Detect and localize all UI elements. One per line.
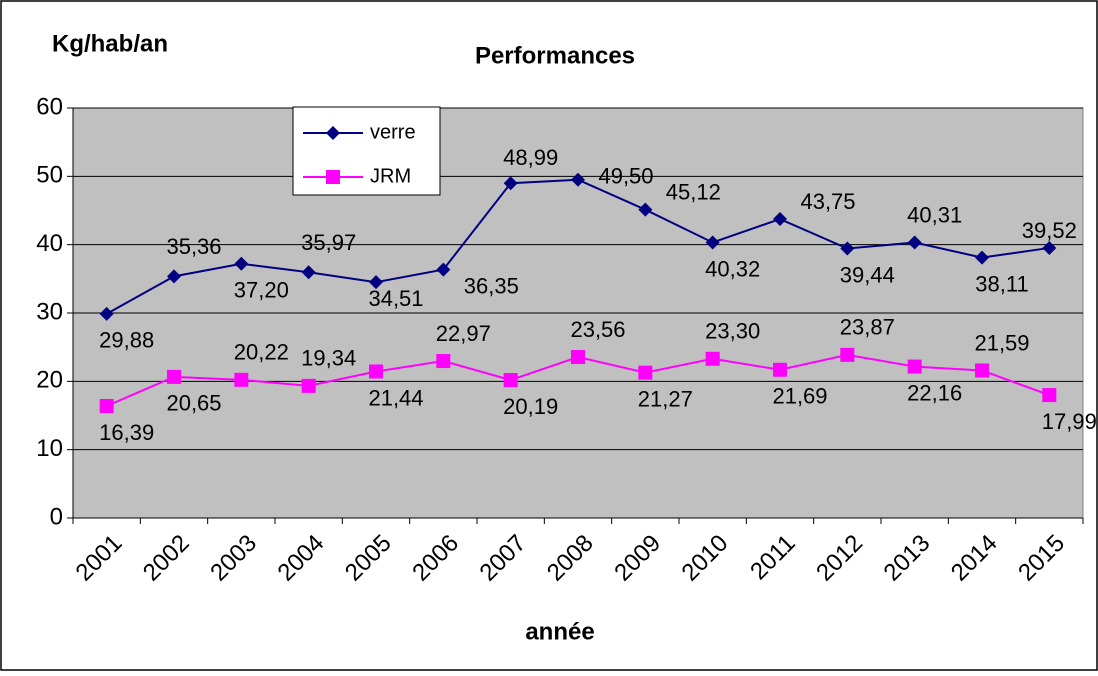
data-label: 39,52 [1022,218,1077,243]
marker [773,362,787,377]
marker [840,241,855,256]
marker [571,172,585,187]
marker [638,365,653,380]
y-axis-title: Kg/hab/an [52,30,168,57]
data-label: 22,16 [907,380,962,405]
marker [369,364,383,379]
data-label: 49,50 [598,164,653,189]
y-tick-label: 50 [36,162,63,189]
data-label: 39,44 [840,262,895,287]
data-label: 23,87 [840,315,895,340]
marker [840,347,855,362]
marker [99,306,114,321]
data-label: 37,20 [234,278,289,303]
data-label: 20,19 [503,394,558,419]
data-label: 35,36 [166,234,221,259]
data-label: 20,22 [234,340,289,365]
chart-title: Performances [475,42,635,69]
legend-label: JRM [370,165,411,187]
data-label: 43,75 [800,189,855,214]
data-label: 35,97 [301,230,356,255]
data-label: 34,51 [368,286,423,311]
marker [705,235,720,250]
marker [975,363,989,378]
data-label: 21,44 [368,385,423,410]
marker [571,350,585,365]
data-label: 21,27 [638,386,693,411]
data-label: 36,35 [464,273,519,298]
data-label: 16,39 [99,420,154,445]
marker [234,256,249,271]
marker [301,378,316,393]
data-label: 20,65 [166,391,221,416]
data-label: 23,30 [705,319,760,344]
y-tick-label: 60 [36,93,63,120]
marker [326,170,340,184]
marker [167,369,181,384]
marker [907,359,922,374]
marker [436,354,451,369]
marker [1042,240,1057,255]
data-label: 21,59 [974,330,1029,355]
data-label: 48,99 [503,145,558,170]
x-axis-title: année [525,618,594,645]
marker [436,262,451,277]
marker [773,212,787,227]
marker [1042,388,1057,403]
marker [234,372,249,387]
data-label: 29,88 [99,328,154,353]
marker [301,265,316,280]
marker [503,373,518,388]
marker [638,202,653,217]
y-tick-label: 10 [36,435,63,462]
marker [167,269,181,284]
y-tick-label: 20 [36,367,63,394]
data-label: 40,31 [907,202,962,227]
marker [503,176,518,191]
y-tick-label: 30 [36,298,63,325]
data-label: 40,32 [705,256,760,281]
marker [326,126,340,140]
marker [369,275,383,290]
legend-label: verre [370,121,416,143]
data-label: 19,34 [301,346,356,371]
legend-box [292,106,441,196]
y-tick-label: 40 [36,230,63,257]
marker [705,351,720,366]
data-label: 17,99 [1042,409,1097,434]
data-label: 23,56 [570,317,625,342]
data-label: 38,11 [975,271,1028,296]
marker [975,250,989,265]
data-label: 45,12 [666,179,721,204]
marker [907,235,922,250]
marker [99,399,114,414]
data-label: 21,69 [772,384,827,409]
y-tick-label: 0 [50,503,63,530]
data-label: 22,97 [436,321,491,346]
